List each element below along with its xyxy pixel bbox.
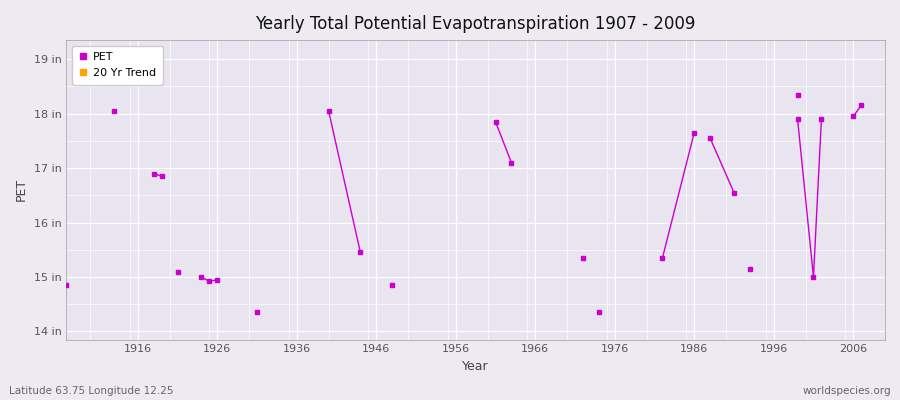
X-axis label: Year: Year — [463, 360, 489, 373]
Text: Latitude 63.75 Longitude 12.25: Latitude 63.75 Longitude 12.25 — [9, 386, 174, 396]
Text: worldspecies.org: worldspecies.org — [803, 386, 891, 396]
Legend: PET, 20 Yr Trend: PET, 20 Yr Trend — [72, 46, 163, 84]
Title: Yearly Total Potential Evapotranspiration 1907 - 2009: Yearly Total Potential Evapotranspiratio… — [256, 15, 696, 33]
Y-axis label: PET: PET — [15, 178, 28, 202]
